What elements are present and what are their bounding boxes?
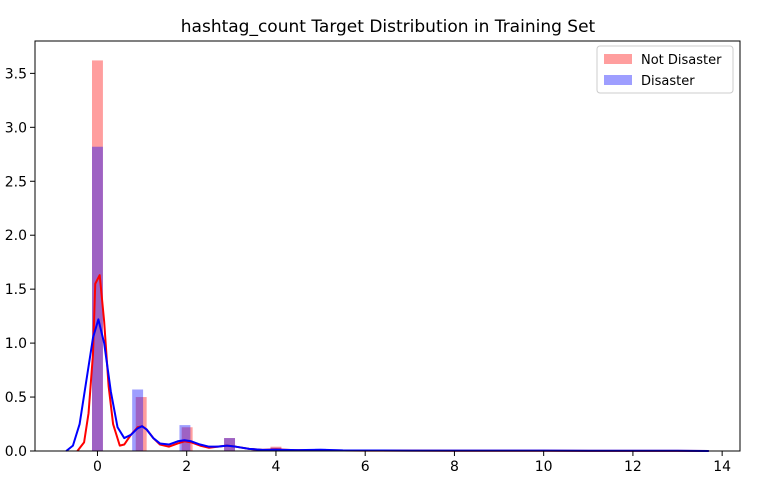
histogram-bar-disaster: [132, 389, 144, 451]
plot-frame: [34, 40, 741, 452]
y-axis-ticks: 0.0 0.5 1.0 1.5 2.0 2.5 3.0 3.5: [5, 66, 35, 460]
legend-swatch-not-disaster: [604, 54, 632, 64]
legend-swatch-disaster: [604, 75, 632, 85]
legend-label-not-disaster: Not Disaster: [641, 53, 722, 68]
x-tick-label: 2: [182, 459, 191, 475]
y-tick-label: 3.0: [5, 120, 27, 136]
histogram-bar-disaster: [92, 146, 103, 452]
y-tick-label: 2.5: [5, 174, 27, 190]
x-tick-label: 14: [713, 459, 731, 475]
histogram-bar-not-disaster: [92, 60, 103, 452]
y-tick-label: 0.0: [5, 444, 27, 460]
y-tick-label: 1.0: [5, 336, 27, 352]
legend-label-disaster: Disaster: [641, 74, 695, 89]
legend: Not Disaster Disaster: [596, 45, 734, 94]
x-tick-label: 6: [361, 459, 370, 475]
y-tick-label: 1.5: [5, 282, 27, 298]
histogram-bar-not-disaster: [224, 438, 236, 451]
x-tick-label: 12: [624, 459, 642, 475]
histogram-bar-not-disaster: [135, 397, 147, 451]
histogram-bar-disaster: [179, 425, 191, 451]
histogram-bar-not-disaster: [181, 427, 193, 451]
legend-box: [596, 45, 734, 94]
x-axis-ticks: 0 2 4 6 8 10 12 14: [93, 451, 731, 475]
x-tick-label: 8: [450, 459, 459, 475]
chart-title: hashtag_count Target Distribution in Tra…: [181, 17, 596, 37]
histogram-bar-disaster: [224, 438, 236, 451]
y-tick-label: 3.5: [5, 66, 27, 82]
x-tick-label: 0: [93, 459, 102, 475]
x-tick-label: 10: [535, 459, 553, 475]
y-tick-label: 2.0: [5, 228, 27, 244]
y-tick-label: 0.5: [5, 390, 27, 406]
x-tick-label: 4: [271, 459, 280, 475]
